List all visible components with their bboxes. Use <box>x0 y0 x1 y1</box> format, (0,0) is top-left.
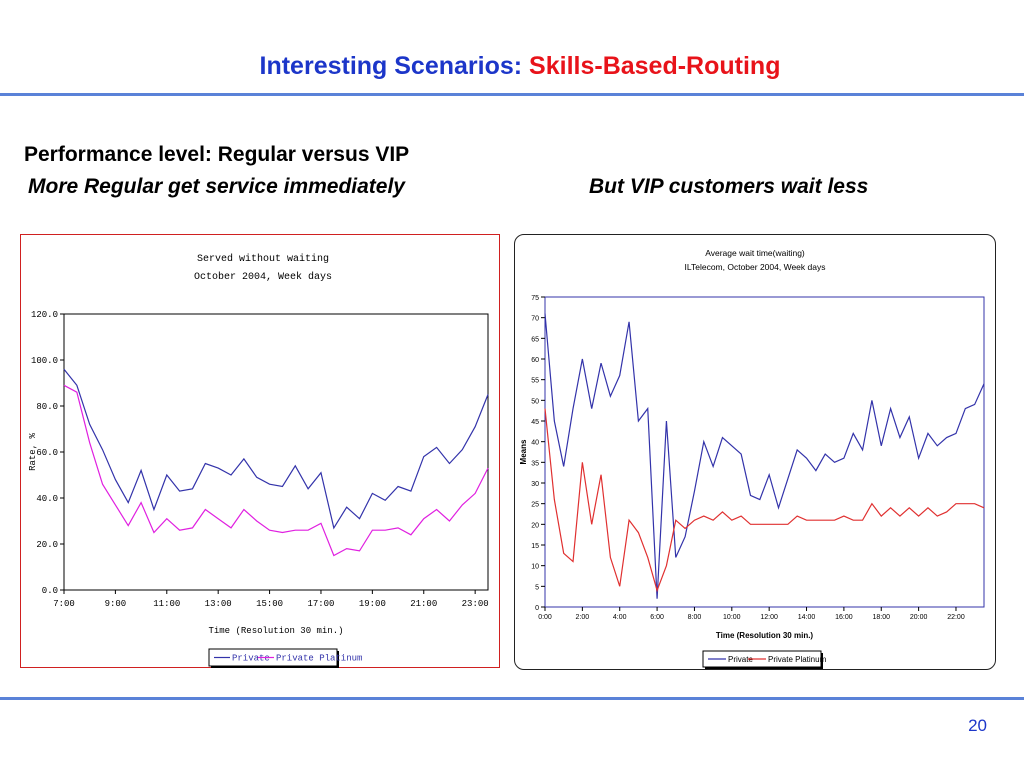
x-tick-label: 10:00 <box>723 614 741 621</box>
x-tick-label: 18:00 <box>872 614 890 621</box>
y-tick-label: 60.0 <box>36 448 58 458</box>
page-number: 20 <box>968 716 987 735</box>
y-tick-label: 0.0 <box>42 586 58 596</box>
chart-title: Average wait time(waiting) <box>705 248 805 258</box>
series-line-private-platinum <box>544 408 985 593</box>
x-tick-label: 12:00 <box>760 614 778 621</box>
y-tick-label: 55 <box>531 378 539 385</box>
y-tick-label: 25 <box>531 502 539 509</box>
subheading-left: More Regular get service immediately <box>28 175 405 198</box>
x-tick-label: 0:00 <box>538 614 552 621</box>
subheading-right: But VIP customers wait less <box>589 175 869 198</box>
chart-served-without-waiting: Served without waiting October 2004, Week… <box>28 253 489 668</box>
plot-area <box>544 296 985 608</box>
x-tick-label: 8:00 <box>688 614 702 621</box>
legend-label: Private Platinum <box>768 655 827 664</box>
y-tick-label: 70 <box>531 316 539 323</box>
x-axis-label: Time (Resolution 30 min.) <box>716 631 814 640</box>
y-axis-label: Means <box>519 439 528 464</box>
y-tick-label: 0 <box>535 605 539 612</box>
x-tick-label: 22:00 <box>947 614 965 621</box>
series-line-private <box>63 368 489 530</box>
x-tick-label: 20:00 <box>910 614 928 621</box>
y-axis-label: Rate, % <box>28 433 38 471</box>
x-tick-label: 21:00 <box>410 599 437 609</box>
chart-title: Served without waiting <box>197 253 329 265</box>
y-tick-label: 50 <box>531 398 539 405</box>
x-tick-label: 6:00 <box>650 614 664 621</box>
x-axis-label: Time (Resolution 30 min.) <box>208 626 343 636</box>
heading: Performance level: Regular versus VIP <box>24 143 410 166</box>
x-tick-label: 15:00 <box>256 599 283 609</box>
x-tick-label: 16:00 <box>835 614 853 621</box>
series-line-private <box>544 313 985 599</box>
y-tick-label: 20.0 <box>36 540 58 550</box>
y-tick-label: 40 <box>531 440 539 447</box>
y-tick-label: 10 <box>531 564 539 571</box>
chart-panel-right: Average wait time(waiting) ILTelecom, Oct… <box>514 234 996 670</box>
x-tick-label: 23:00 <box>462 599 489 609</box>
chart-average-wait-time: Average wait time(waiting) ILTelecom, Oct… <box>519 248 985 669</box>
x-tick-label: 7:00 <box>53 599 75 609</box>
y-tick-label: 45 <box>531 419 539 426</box>
slide-title: Interesting Scenarios: Skills-Based-Rout… <box>0 52 1024 81</box>
plot-area <box>63 313 489 591</box>
y-tick-label: 40.0 <box>36 494 58 504</box>
x-tick-label: 11:00 <box>153 599 180 609</box>
x-tick-label: 4:00 <box>613 614 627 621</box>
y-tick-label: 30 <box>531 481 539 488</box>
y-tick-label: 20 <box>531 522 539 529</box>
chart-subtitle: ILTelecom, October 2004, Week days <box>685 262 826 272</box>
x-tick-label: 2:00 <box>576 614 590 621</box>
y-tick-label: 120.0 <box>31 310 58 320</box>
legend-label: Private <box>728 655 753 664</box>
x-tick-label: 14:00 <box>798 614 816 621</box>
legend-label: Private <box>232 654 270 664</box>
title-red: Skills-Based-Routing <box>529 52 781 80</box>
x-tick-label: 17:00 <box>307 599 334 609</box>
x-tick-label: 9:00 <box>105 599 127 609</box>
y-tick-label: 100.0 <box>31 356 58 366</box>
y-tick-label: 80.0 <box>36 402 58 412</box>
series-line-private-platinum <box>63 384 489 557</box>
title-blue: Interesting Scenarios: <box>259 52 523 80</box>
bottom-divider <box>0 697 1024 700</box>
y-tick-label: 15 <box>531 543 539 550</box>
y-tick-label: 5 <box>535 584 539 591</box>
y-tick-label: 75 <box>531 295 539 302</box>
x-tick-label: 19:00 <box>359 599 386 609</box>
chart-subtitle: October 2004, Week days <box>194 271 332 283</box>
x-tick-label: 13:00 <box>205 599 232 609</box>
chart-panel-left: Served without waiting October 2004, Week… <box>20 234 500 668</box>
legend-label: Private Platinum <box>276 654 362 664</box>
top-divider <box>0 93 1024 96</box>
y-tick-label: 65 <box>531 336 539 343</box>
y-tick-label: 60 <box>531 357 539 364</box>
y-tick-label: 35 <box>531 460 539 467</box>
